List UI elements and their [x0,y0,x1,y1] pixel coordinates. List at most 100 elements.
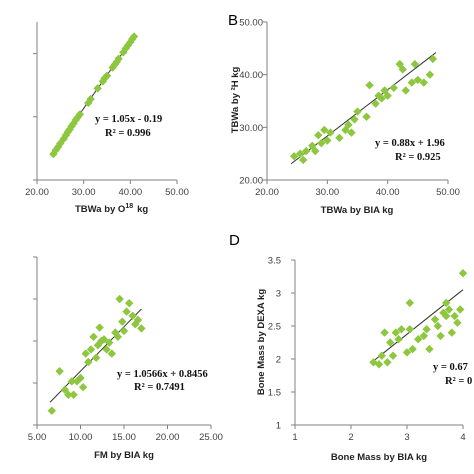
data-point [428,54,438,64]
regression-equation: y = 0.88x + 1.96 [375,138,445,149]
y-tick-label: 1.5 [268,388,281,399]
y-tick-label: 30.00 [239,123,263,134]
data-point [386,338,395,347]
r-squared: R² = 0.996 [105,128,151,139]
data-point [414,335,423,344]
data-point [47,406,56,415]
x-tick-label: 50.00 [436,187,460,198]
data-point [89,332,98,341]
data-point [388,351,398,360]
data-point [295,149,305,158]
data-point [308,141,317,150]
r-squared: R² = 0 [445,376,472,387]
x-tick-label: 40.00 [376,187,400,198]
data-point [362,112,371,121]
data-point [371,99,380,108]
data-point [397,325,406,334]
x-tick-label: 10.00 [69,432,93,443]
y-tick-label: 3 [276,289,281,300]
data-point [430,315,440,324]
data-point [84,98,93,108]
data-point [102,71,112,80]
data-point [289,152,299,161]
data-point [107,349,117,358]
data-point [72,377,82,386]
r-squared: R² = 0.925 [395,152,441,163]
data-point [391,328,400,337]
data-point [75,110,85,119]
data-point [405,298,414,308]
panel-a: 20.00 30.00 40.00 50.00 y = 1.05x - 0.19 R² =… [25,22,189,215]
x-tick-label: 20.00 [156,432,180,443]
data-point [436,331,445,341]
regression-equation: y = 0.67 [433,362,468,373]
data-point [311,146,320,156]
x-tick-label: 5.00 [28,432,47,443]
x-tick-label: 2 [348,432,353,443]
data-point [63,127,72,137]
panel-d: 1 2 3 4 1 1.5 2 2.5 3 3.5 y = 0.67 R² = 0 Bone Mass … [229,232,472,463]
data-point [60,385,70,394]
x-axis-label: Bone Mass by BIA kg [331,452,427,463]
data-point [314,131,323,140]
data-point [302,146,311,156]
data-point [78,383,88,392]
data-point [433,321,442,331]
data-point [100,74,109,83]
data-point [344,120,353,129]
panel-letter: D [229,232,240,249]
data-point [95,323,104,332]
panel-b: 20.00 30.00 40.00 50.00 20.00 30.00 40.00 50.00… [228,12,460,216]
data-point [326,128,335,137]
data-point [76,373,85,383]
x-tick-label: 40.00 [118,187,142,198]
data-point [419,78,429,87]
y-tick-label: 1 [276,421,281,432]
data-point [119,326,129,336]
data-point [69,390,78,399]
x-axis-label: FM by BIA kg [94,450,154,461]
data-point [374,91,383,100]
x-tick-label: 30.00 [72,187,96,198]
x-tick-label: 20.00 [25,187,49,198]
data-point [377,351,386,360]
data-point [114,54,123,63]
data-point [73,113,82,122]
y-tick-label: 50.00 [239,18,263,29]
data-point [108,63,117,72]
data-point [380,328,389,337]
x-tick-label: 3 [404,432,409,443]
data-point [335,133,344,143]
y-tick-label: 2 [276,355,281,366]
data-point [129,32,139,41]
data-point [97,336,106,346]
data-point [71,115,80,125]
x-tick-label: 15.00 [112,432,136,443]
data-point [398,65,407,74]
data-point [350,115,359,124]
x-axis-label: TBWa by BIA kg [321,205,394,216]
data-point [458,269,468,278]
data-point [131,320,140,329]
x-tick-label: 30.00 [315,187,339,198]
x-tick-label: 50.00 [165,187,189,198]
trendline [373,289,464,362]
data-point [447,328,456,337]
data-point [453,318,462,327]
data-point [99,335,109,344]
data-point [425,70,435,79]
x-axis-label-superscript: 18 [125,203,133,210]
data-point [353,107,362,116]
data-point [389,83,398,93]
data-point [133,315,143,325]
data-point [81,349,90,358]
data-point [67,377,76,386]
data-point [91,353,101,362]
data-point [402,348,412,357]
data-point [55,367,64,376]
y-tick-label: 40.00 [239,70,263,81]
x-tick-label: 1 [292,432,297,443]
data-point [137,324,146,333]
data-point [444,305,454,314]
data-point [122,307,131,316]
